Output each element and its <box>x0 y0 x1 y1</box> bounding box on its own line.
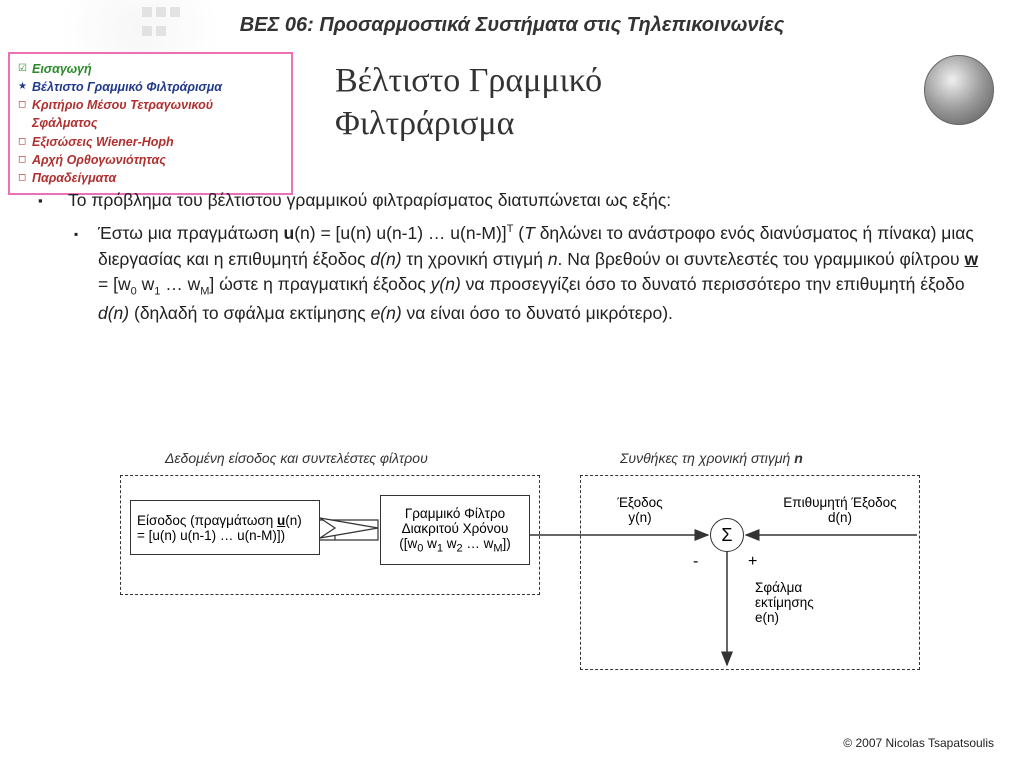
box-icon: ◻ <box>18 133 32 150</box>
coin-logo <box>924 55 994 125</box>
slide-title: Βέλτιστο ΓραμμικόΦιλτράρισμα <box>335 60 602 145</box>
star-icon: ★ <box>18 78 32 95</box>
nav-item: Κριτήριο Μέσου Τετραγωνικού <box>32 96 213 114</box>
diagram-arrows <box>120 450 920 680</box>
box-icon: ◻ <box>18 169 32 186</box>
nav-item: Εξισώσεις Wiener-Hoph <box>32 133 174 151</box>
nav-item: Σφάλματος <box>32 114 98 132</box>
paragraph: Το πρόβλημα του βέλτιστου γραμμικού φιλτ… <box>68 188 671 213</box>
bullet-icon: ▪ <box>74 221 98 326</box>
nav-item: Βέλτιστο Γραμμικό Φιλτράρισμα <box>32 78 222 96</box>
box-icon: ◻ <box>18 96 32 113</box>
slide-content: ▪ Το πρόβλημα του βέλτιστου γραμμικού φι… <box>38 188 984 326</box>
check-icon: ☑ <box>18 60 32 77</box>
nav-item: Παραδείγματα <box>32 169 116 187</box>
copyright: © 2007 Nicolas Tsapatsoulis <box>843 736 994 750</box>
bullet-icon: ▪ <box>38 188 68 213</box>
nav-item: Εισαγωγή <box>32 60 92 78</box>
nav-item: Αρχή Ορθογωνιότητας <box>32 151 166 169</box>
paragraph: Έστω μια πραγμάτωση u(n) = [u(n) u(n-1) … <box>98 221 984 326</box>
decorative-squares <box>140 5 182 43</box>
nav-outline: ☑Εισαγωγή ★Βέλτιστο Γραμμικό Φιλτράρισμα… <box>8 52 293 195</box>
block-diagram: Δεδομένη είσοδος και συντελέστες φίλτρου… <box>120 450 920 680</box>
box-icon: ◻ <box>18 151 32 168</box>
